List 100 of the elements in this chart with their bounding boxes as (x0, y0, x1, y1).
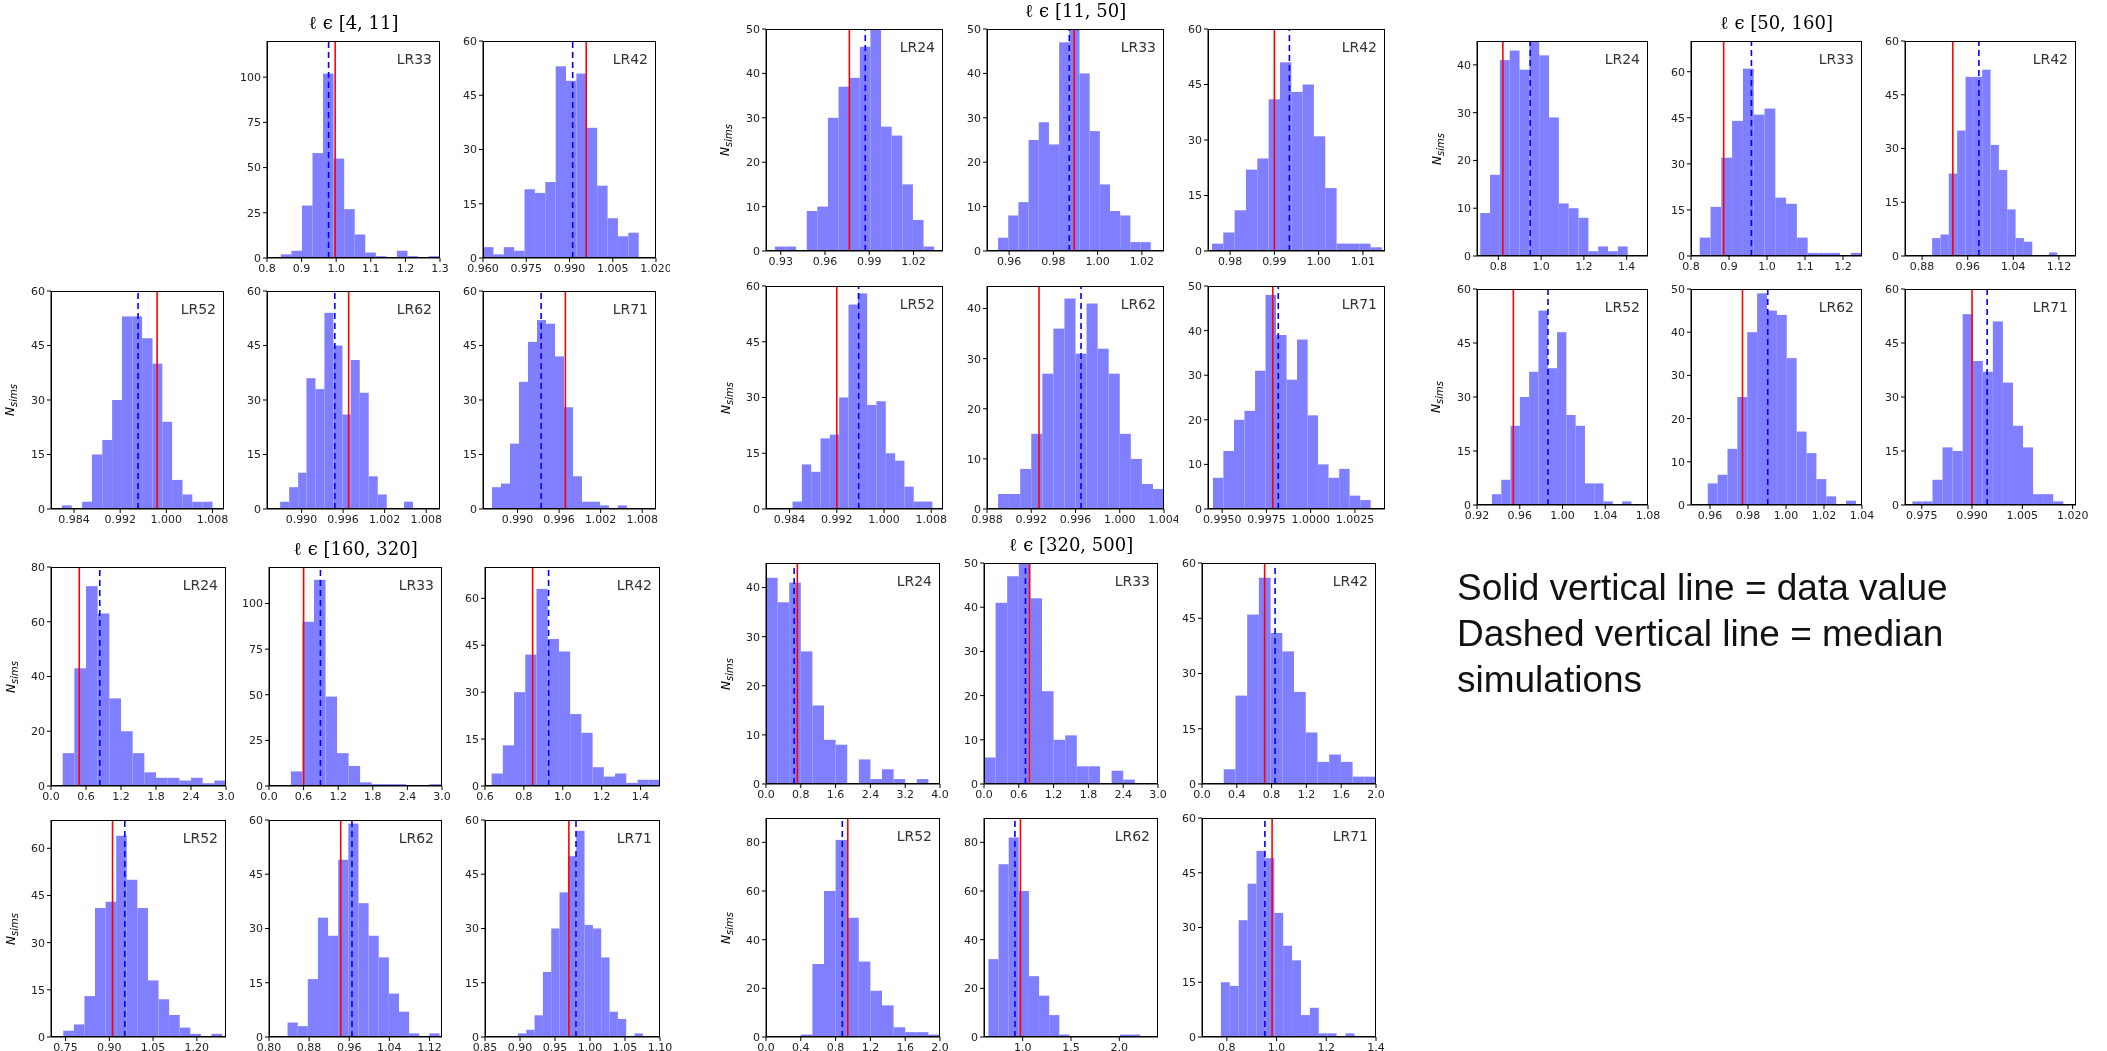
annotation: LR71 (612, 301, 648, 317)
y-tick-label: 10 (1457, 202, 1471, 216)
x-tick-label: 1.00 (1306, 254, 1331, 268)
y-tick-label: 10 (746, 200, 760, 214)
y-tick-label: 15 (463, 448, 477, 462)
y-tick-label: 50 (746, 22, 760, 36)
x-tick-label: 1.0 (1267, 1040, 1286, 1051)
x-tick-label: 0.95 (542, 1040, 568, 1051)
y-tick-label: 30 (746, 391, 760, 405)
y-tick-label: 30 (1457, 106, 1471, 120)
x-tick-label: 2.4 (182, 789, 200, 803)
y-tick-label: 30 (249, 922, 263, 936)
y-tick-label: 20 (964, 689, 978, 703)
y-tick-label: 0 (1189, 777, 1196, 791)
y-tick-label: 20 (31, 725, 45, 739)
annotation: LR24 (899, 39, 935, 55)
annotation: LR33 (1818, 51, 1854, 67)
y-tick-label: 0 (753, 244, 760, 258)
annotation: LR33 (1120, 39, 1156, 55)
x-tick-label: 1.008 (626, 512, 658, 526)
y-tick-label: 60 (1182, 556, 1196, 570)
x-tick-label: 1.4 (1367, 1040, 1385, 1051)
x-tick-label: 0.90 (507, 1040, 533, 1051)
y-tick-label: 45 (1182, 866, 1196, 880)
y-tick-label: 20 (1188, 413, 1202, 427)
y-tick-label: 15 (1182, 722, 1196, 736)
annotation: LR71 (1332, 828, 1368, 844)
y-tick-label: 45 (463, 89, 477, 103)
x-tick-label: 1.2 (1575, 259, 1593, 273)
y-tick-label: 50 (1188, 279, 1202, 293)
x-tick-label: 2.0 (1367, 787, 1385, 801)
y-tick-label: 50 (247, 161, 261, 175)
x-tick-label: 1.02 (1129, 254, 1155, 268)
y-tick-label: 30 (964, 645, 978, 659)
x-tick-label: 0.99 (1262, 254, 1287, 268)
x-tick-label: 0.8 (792, 787, 810, 801)
annotation: LR24 (1604, 51, 1640, 67)
x-tick-label: 0.98 (1735, 508, 1761, 522)
x-tick-label: 1.6 (1332, 787, 1350, 801)
x-tick-label: 0.98 (1041, 254, 1066, 268)
x-tick-label: 1.04 (1593, 508, 1618, 522)
x-tick-label: 0.9 (292, 261, 311, 275)
annotation: LR33 (398, 577, 434, 593)
x-tick-label: 0.96 (812, 254, 838, 268)
annotation: LR62 (1120, 296, 1156, 312)
x-tick-label: 0.96 (336, 1040, 362, 1051)
annotation: LR42 (1341, 39, 1377, 55)
annotation: LR71 (2032, 299, 2068, 315)
x-tick-label: 1.02 (1811, 508, 1837, 522)
y-tick-label: 60 (964, 884, 978, 898)
y-tick-label: 0 (974, 244, 981, 258)
y-tick-label: 30 (31, 393, 45, 407)
y-tick-label: 30 (1457, 390, 1471, 404)
x-tick-label: 3.2 (896, 787, 914, 801)
x-tick-label: 1.0 (554, 789, 572, 803)
y-tick-label: 15 (1457, 444, 1471, 458)
x-tick-label: 0.975 (1906, 508, 1938, 522)
x-tick-label: 1.000 (1104, 512, 1136, 526)
x-tick-label: 0.990 (1956, 508, 1988, 522)
y-tick-label: 60 (465, 592, 479, 606)
y-tick-label: 80 (31, 560, 45, 574)
annotation: LR62 (398, 830, 434, 846)
x-tick-label: 0.990 (285, 512, 318, 526)
y-tick-label: 15 (465, 732, 479, 746)
y-tick-label: 60 (465, 813, 479, 827)
y-tick-label: 10 (1188, 458, 1202, 472)
x-tick-label: 0.6 (1010, 787, 1028, 801)
x-tick-label: 4.0 (931, 787, 949, 801)
y-tick-label: 60 (463, 284, 477, 298)
x-tick-label: 1.000 (150, 512, 183, 526)
x-tick-label: 0.96 (1955, 259, 1980, 273)
y-tick-label: 20 (1457, 154, 1471, 168)
x-tick-label: 0.996 (327, 512, 359, 526)
y-tick-label: 30 (31, 936, 45, 950)
x-tick-label: 1.0 (327, 261, 345, 275)
y-tick-label: 40 (1671, 326, 1685, 340)
y-tick-label: 30 (1885, 142, 1899, 156)
x-tick-label: 0.8 (258, 261, 276, 275)
x-tick-label: 1.10 (647, 1040, 673, 1051)
y-tick-label: 45 (1457, 336, 1471, 350)
y-tick-label: 45 (247, 339, 261, 353)
x-tick-label: 0.992 (821, 512, 853, 526)
y-tick-label: 30 (967, 111, 981, 125)
y-tick-label: 45 (1188, 78, 1202, 92)
y-tick-label: 45 (1885, 88, 1899, 102)
x-tick-label: 0.6 (294, 789, 313, 803)
y-tick-label: 0 (38, 1030, 45, 1044)
y-tick-label: 40 (964, 933, 978, 947)
y-tick-label: 40 (31, 670, 45, 684)
annotation: LR71 (1341, 296, 1377, 312)
x-tick-label: 1.1 (1796, 259, 1814, 273)
y-tick-label: 20 (964, 982, 978, 996)
x-tick-label: 0.96 (996, 254, 1022, 268)
annotation: LR52 (1604, 299, 1640, 315)
x-tick-label: 1.05 (140, 1040, 166, 1051)
y-tick-label: 45 (31, 889, 45, 903)
y-tick-label: 20 (746, 156, 760, 170)
y-tick-label: 10 (964, 733, 978, 747)
x-tick-label: 0.6 (77, 789, 95, 803)
y-tick-label: 10 (967, 452, 981, 466)
